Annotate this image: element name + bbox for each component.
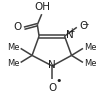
Text: N: N <box>66 30 74 40</box>
Text: N: N <box>48 60 56 70</box>
Text: Me: Me <box>7 43 20 52</box>
Text: O: O <box>13 22 21 32</box>
Text: Me: Me <box>84 43 96 52</box>
Text: •: • <box>55 76 62 86</box>
Text: O: O <box>79 21 88 31</box>
Text: −: − <box>81 19 88 28</box>
Text: O: O <box>48 83 56 93</box>
Text: Me: Me <box>7 59 20 68</box>
Text: +: + <box>68 27 75 36</box>
Text: Me: Me <box>84 59 96 68</box>
Text: OH: OH <box>35 2 51 12</box>
